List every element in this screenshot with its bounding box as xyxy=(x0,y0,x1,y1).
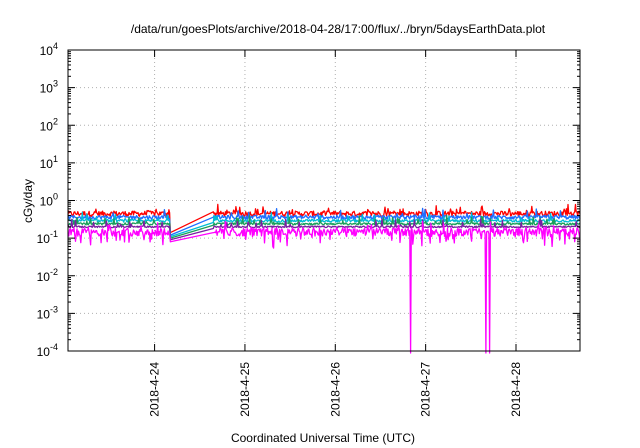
y-tick-exponent: -2 xyxy=(50,267,58,277)
y-tick-exponent: 1 xyxy=(53,154,58,164)
series-line xyxy=(67,203,581,234)
y-tick-exponent: -1 xyxy=(50,229,58,239)
y-tick-label: 102 xyxy=(40,116,58,133)
x-axis-label: Coordinated Universal Time (UTC) xyxy=(231,431,415,445)
series-line xyxy=(67,218,581,241)
y-tick-exponent: -4 xyxy=(50,342,58,352)
y-tick-exponent: -3 xyxy=(50,304,58,314)
series-line xyxy=(67,211,581,238)
grid-lines xyxy=(68,50,580,351)
y-axis-label: cGy/day xyxy=(21,179,35,223)
x-tick-label: 2018-4-26 xyxy=(328,362,342,417)
x-tick-label: 2018-4-24 xyxy=(148,362,162,417)
chart-title: /data/run/goesPlots/archive/2018-04-28/1… xyxy=(131,22,546,36)
x-tick-label: 2018-4-25 xyxy=(238,362,252,417)
y-tick-label: 104 xyxy=(40,41,58,58)
y-tick-label: 101 xyxy=(40,154,58,171)
y-tick-exponent: 3 xyxy=(53,79,58,89)
y-tick-label: 10-3 xyxy=(37,304,58,321)
plot-frame xyxy=(67,49,581,352)
series-line xyxy=(67,220,581,354)
series-line xyxy=(67,207,581,236)
x-tick-label: 2018-4-27 xyxy=(419,362,433,417)
y-tick-label: 10-4 xyxy=(37,342,58,359)
y-tick-label: 10-2 xyxy=(37,267,58,284)
y-tick-label: 10-1 xyxy=(37,229,58,246)
y-tick-exponent: 2 xyxy=(53,116,58,126)
y-tick-exponent: 0 xyxy=(53,192,58,202)
y-tick-exponent: 4 xyxy=(53,41,58,51)
y-tick-label: 100 xyxy=(40,192,58,209)
x-tick-label: 2018-4-28 xyxy=(509,362,523,417)
series-group xyxy=(67,203,581,354)
y-tick-label: 103 xyxy=(40,79,58,96)
